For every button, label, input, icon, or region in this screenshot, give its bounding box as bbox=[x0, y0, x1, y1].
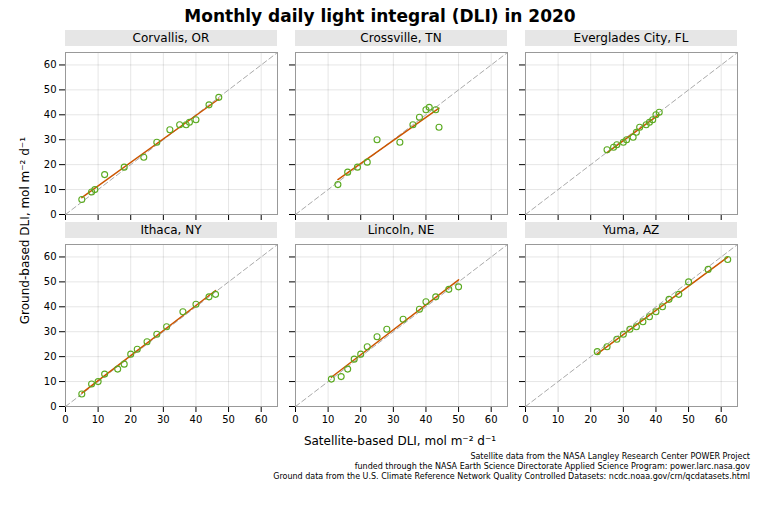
svg-text:40: 40 bbox=[420, 414, 433, 425]
svg-text:20: 20 bbox=[124, 414, 137, 425]
svg-text:60: 60 bbox=[44, 251, 57, 262]
svg-text:10: 10 bbox=[44, 376, 57, 387]
html-text:Everglades City, FL: Everglades City, FL bbox=[573, 31, 689, 45]
svg-text:50: 50 bbox=[452, 414, 465, 425]
svg-text:20: 20 bbox=[354, 414, 367, 425]
svg-text:20: 20 bbox=[44, 159, 57, 170]
svg-text:0: 0 bbox=[62, 414, 68, 425]
svg-text:30: 30 bbox=[617, 414, 630, 425]
svg-text:60: 60 bbox=[715, 414, 728, 425]
html-text:Ground-based DLI, mol m⁻² d⁻¹: Ground-based DLI, mol m⁻² d⁻¹ bbox=[18, 137, 32, 325]
svg-text:50: 50 bbox=[682, 414, 695, 425]
html-text:Ground data from the U.S. Clim: Ground data from the U.S. Climate Refere… bbox=[273, 472, 750, 481]
svg-text:40: 40 bbox=[190, 414, 203, 425]
svg-text:0: 0 bbox=[522, 414, 528, 425]
html-text:Ithaca, NY: Ithaca, NY bbox=[140, 223, 202, 237]
svg-text:20: 20 bbox=[44, 351, 57, 362]
svg-text:30: 30 bbox=[44, 134, 57, 145]
html-text:Corvallis, OR: Corvallis, OR bbox=[132, 31, 210, 45]
svg-text:40: 40 bbox=[44, 109, 57, 120]
svg-text:20: 20 bbox=[584, 414, 597, 425]
svg-text:0: 0 bbox=[50, 401, 56, 412]
html-text:Yuma, AZ: Yuma, AZ bbox=[602, 223, 660, 237]
svg-text:40: 40 bbox=[650, 414, 663, 425]
html-text:funded through the NASA Earth: funded through the NASA Earth Science Di… bbox=[354, 462, 750, 471]
html-text:Monthly daily light integral (: Monthly daily light integral (DLI) in 20… bbox=[184, 6, 576, 26]
svg-text:50: 50 bbox=[44, 276, 57, 287]
html-text:Satellite data from the NASA L: Satellite data from the NASA Langley Res… bbox=[470, 452, 750, 461]
svg-text:60: 60 bbox=[485, 414, 498, 425]
html-text:Lincoln, NE: Lincoln, NE bbox=[367, 223, 435, 237]
svg-text:30: 30 bbox=[44, 326, 57, 337]
svg-text:10: 10 bbox=[552, 414, 565, 425]
html-text:Satellite-based DLI, mol m⁻² d: Satellite-based DLI, mol m⁻² d⁻¹ bbox=[303, 434, 497, 448]
svg-text:60: 60 bbox=[255, 414, 268, 425]
svg-text:0: 0 bbox=[50, 209, 56, 220]
svg-text:30: 30 bbox=[157, 414, 170, 425]
svg-text:0: 0 bbox=[292, 414, 298, 425]
svg-text:50: 50 bbox=[44, 84, 57, 95]
svg-text:40: 40 bbox=[44, 301, 57, 312]
svg-text:10: 10 bbox=[92, 414, 105, 425]
svg-text:10: 10 bbox=[322, 414, 335, 425]
svg-text:10: 10 bbox=[44, 184, 57, 195]
svg-text:30: 30 bbox=[387, 414, 400, 425]
svg-text:50: 50 bbox=[222, 414, 235, 425]
html-text:Crossville, TN: Crossville, TN bbox=[360, 31, 442, 45]
svg-text:60: 60 bbox=[44, 59, 57, 70]
